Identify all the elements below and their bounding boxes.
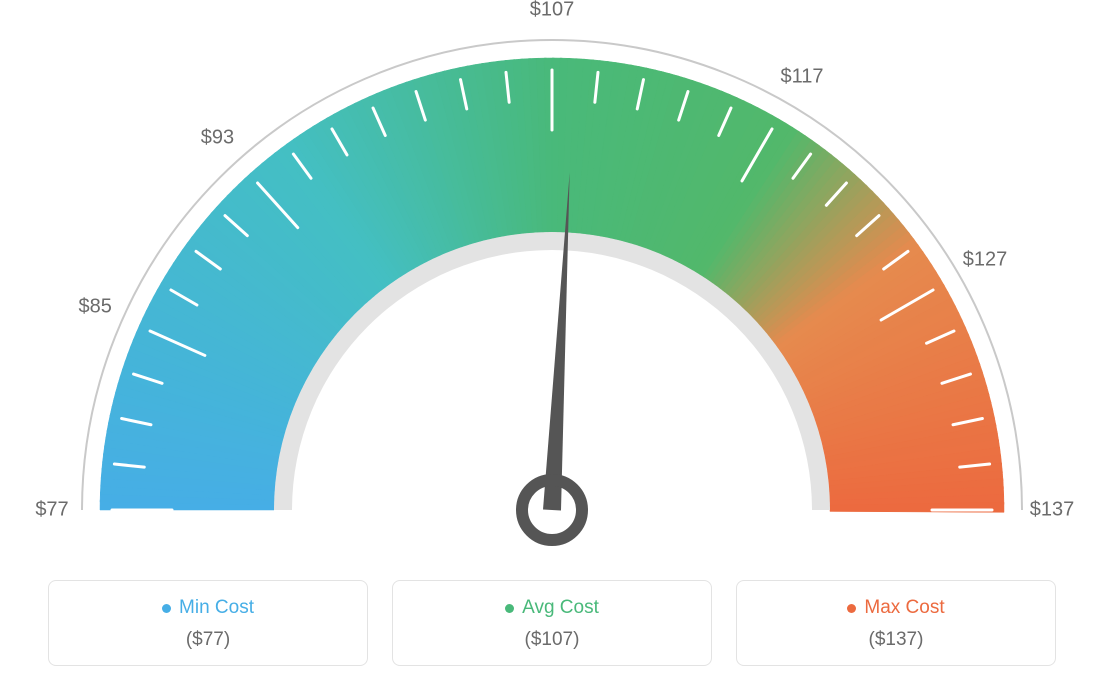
legend-value-avg: ($107) — [393, 629, 711, 651]
gauge-wrap: $77 $85 $93 $107 $117 $127 $137 — [0, 0, 1104, 570]
legend-dot-avg — [505, 604, 514, 613]
legend-label-max: Max Cost — [864, 597, 944, 619]
chart-container: $77 $85 $93 $107 $117 $127 $137 Min Cost ($77)… — [0, 0, 1104, 690]
gauge-tick-label: $127 — [963, 249, 1008, 272]
gauge-tick-label: $117 — [780, 65, 823, 88]
legend-title-max: Max Cost — [847, 597, 944, 619]
gauge-tick-label: $85 — [79, 295, 112, 318]
legend-dot-min — [162, 604, 171, 613]
legend-dot-max — [847, 604, 856, 613]
legend: Min Cost ($77) Avg Cost ($107) Max Cost … — [0, 580, 1104, 666]
legend-value-max: ($137) — [737, 629, 1055, 651]
legend-title-min: Min Cost — [162, 597, 254, 619]
legend-card-min: Min Cost ($77) — [48, 580, 368, 666]
legend-value-min: ($77) — [49, 629, 367, 651]
legend-card-max: Max Cost ($137) — [736, 580, 1056, 666]
legend-card-avg: Avg Cost ($107) — [392, 580, 712, 666]
legend-title-avg: Avg Cost — [505, 597, 599, 619]
gauge-svg — [0, 0, 1104, 570]
legend-label-avg: Avg Cost — [522, 597, 599, 619]
gauge-tick-label: $93 — [201, 127, 234, 150]
gauge-tick-label: $77 — [35, 499, 68, 522]
legend-label-min: Min Cost — [179, 597, 254, 619]
gauge-tick-label: $137 — [1030, 499, 1075, 522]
gauge-tick-label: $107 — [530, 0, 575, 22]
